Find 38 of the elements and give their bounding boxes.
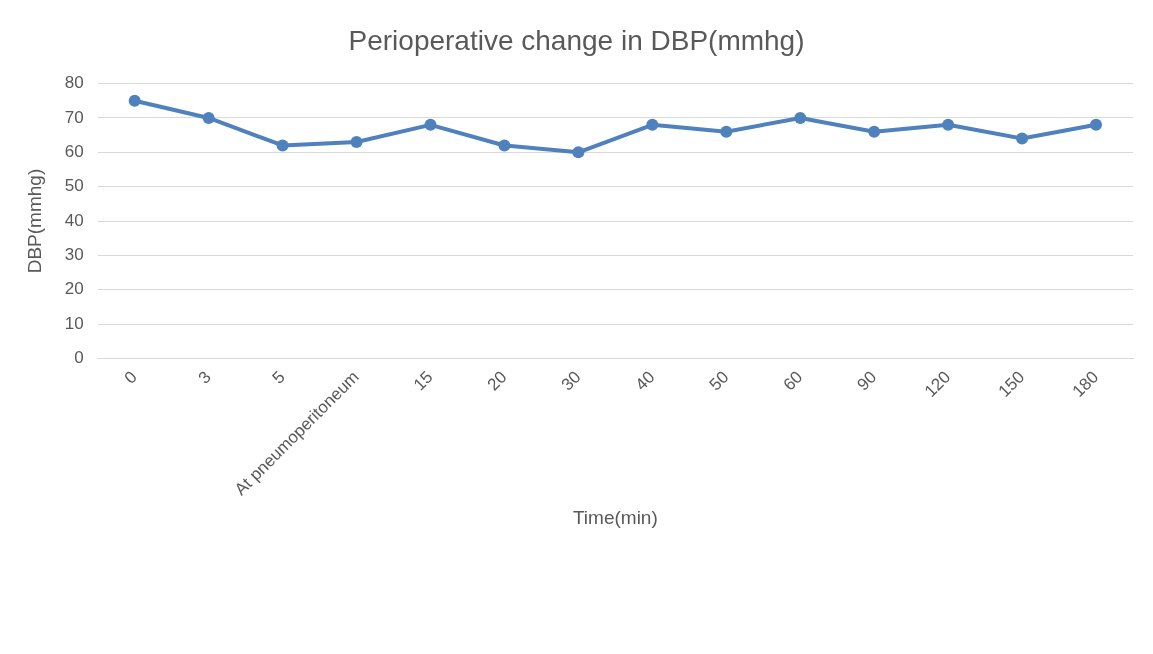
- y-tick-label: 10: [64, 313, 84, 333]
- point: [1090, 118, 1103, 131]
- point: [202, 111, 215, 124]
- point: [572, 146, 585, 159]
- y-tick-label: 0: [74, 348, 84, 368]
- point: [128, 94, 141, 107]
- y-tick-label: 20: [64, 279, 84, 299]
- y-tick-label: 80: [64, 73, 84, 93]
- point: [942, 118, 955, 131]
- x-tick-label: 0: [120, 367, 141, 388]
- x-tick-label: 60: [779, 367, 807, 395]
- point: [720, 125, 733, 138]
- y-tick-label: 40: [64, 210, 84, 230]
- x-tick-label: 180: [1068, 367, 1103, 401]
- x-tick-label: 15: [409, 367, 437, 395]
- point: [498, 139, 511, 152]
- x-tick-label: 120: [920, 367, 955, 401]
- y-axis-title: DBP(mmhg): [23, 168, 45, 274]
- x-tick-label: 40: [631, 367, 659, 395]
- point: [1016, 132, 1029, 145]
- x-tick-label: 90: [853, 367, 881, 395]
- y-tick-label: 50: [64, 176, 84, 196]
- x-tick-label: 20: [483, 367, 511, 395]
- point: [276, 139, 289, 152]
- y-tick-label: 30: [64, 245, 84, 265]
- x-tick-label: 150: [994, 367, 1029, 401]
- y-tick-label: 70: [64, 107, 84, 127]
- point: [794, 111, 807, 124]
- x-tick-label: 30: [557, 367, 585, 395]
- x-axis-title: Time(min): [572, 506, 658, 528]
- y-tick-label: 60: [64, 142, 84, 162]
- x-tick-label: 50: [705, 367, 733, 395]
- point: [350, 136, 363, 149]
- point: [424, 118, 437, 131]
- point: [868, 125, 881, 138]
- point: [646, 118, 659, 131]
- x-tick-label: 3: [194, 367, 215, 388]
- chart-title: Perioperative change in DBP(mmhg): [348, 24, 805, 56]
